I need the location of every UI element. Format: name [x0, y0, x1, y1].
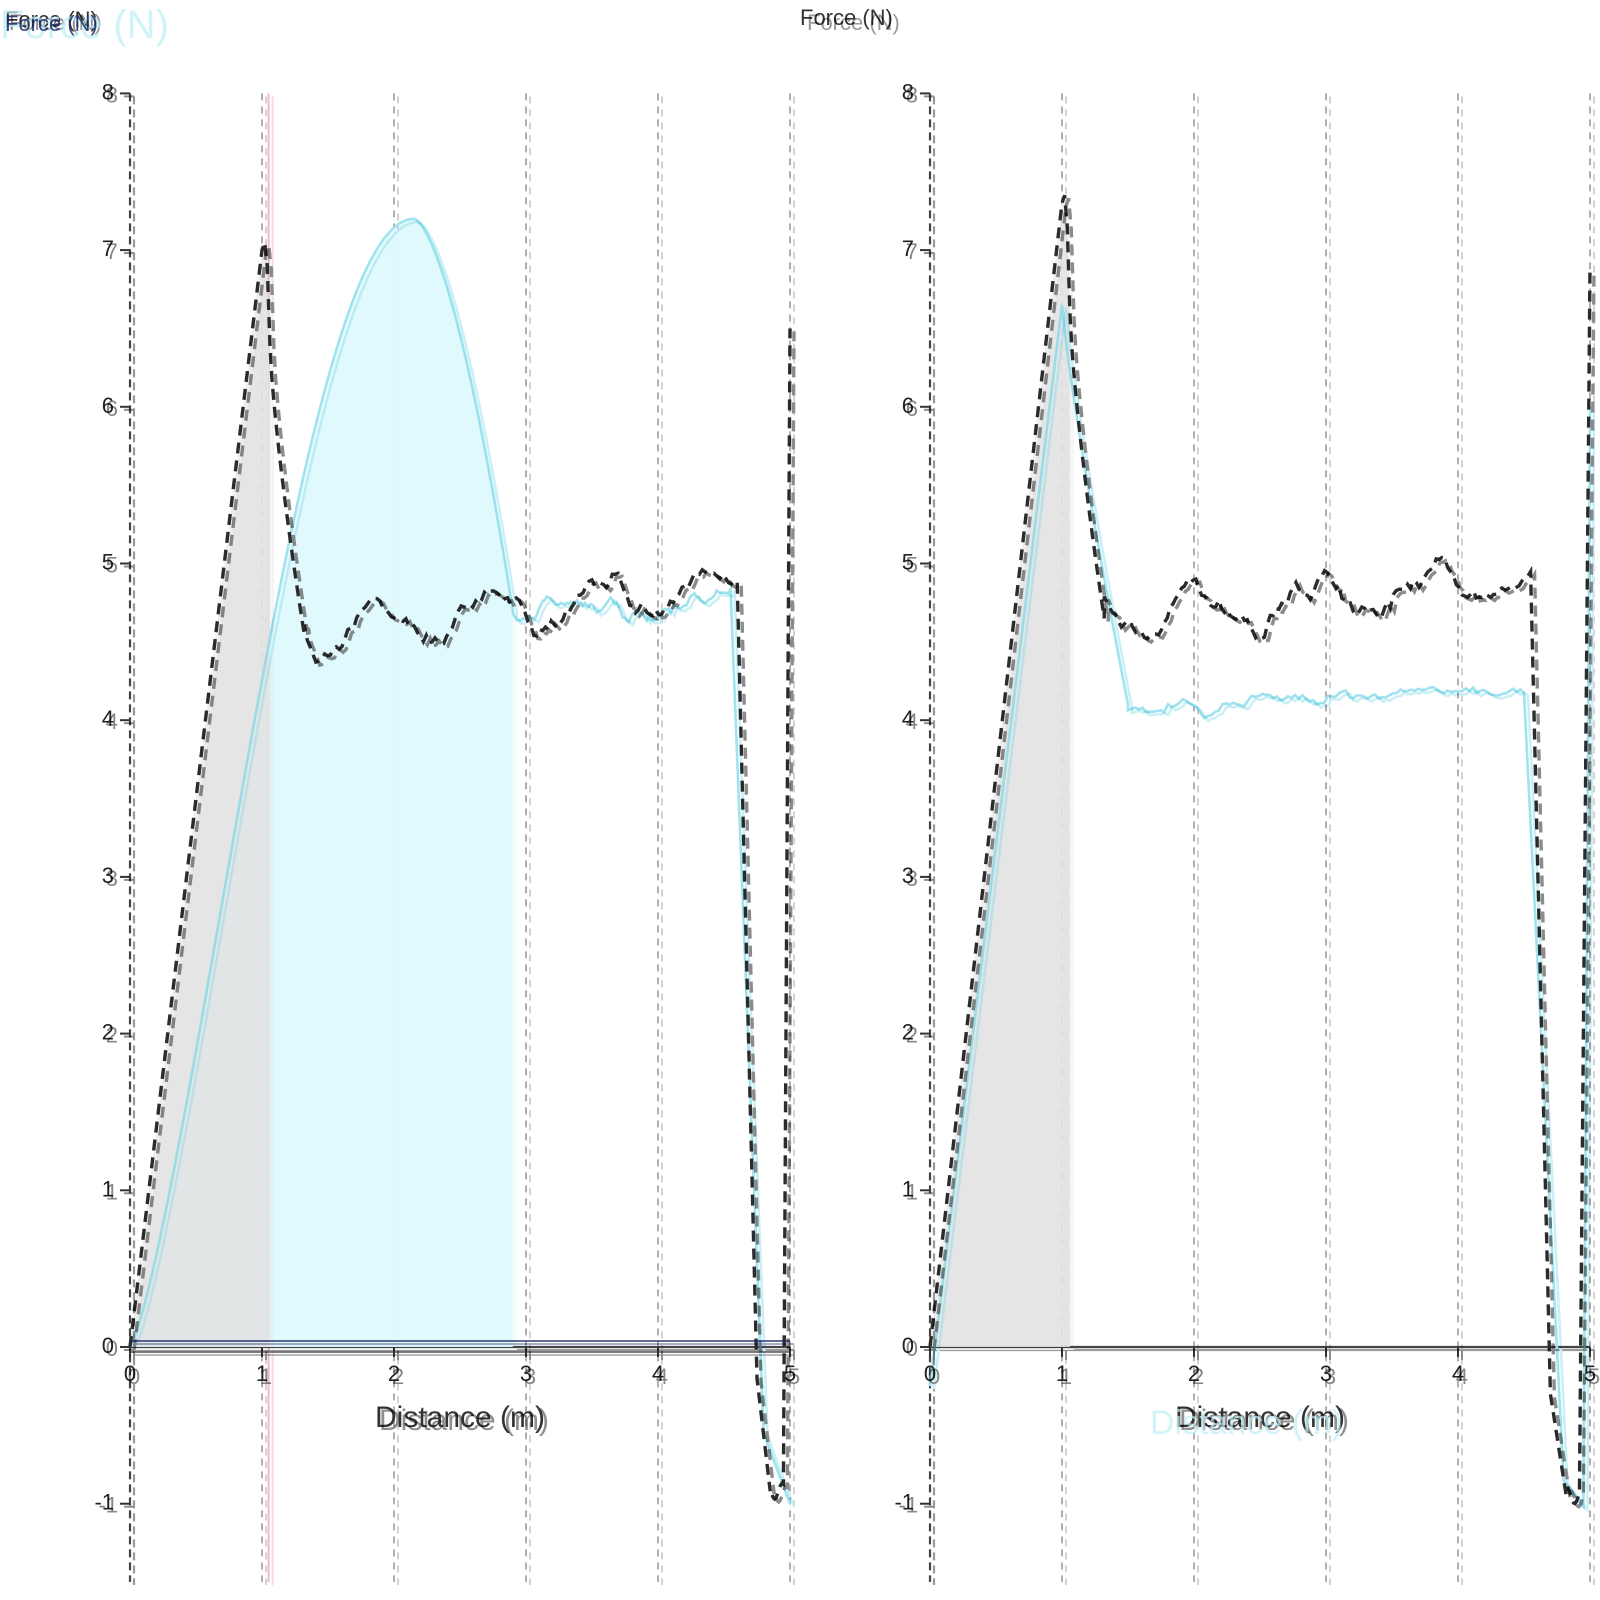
svg-text:Force (N): Force (N) — [5, 11, 98, 36]
